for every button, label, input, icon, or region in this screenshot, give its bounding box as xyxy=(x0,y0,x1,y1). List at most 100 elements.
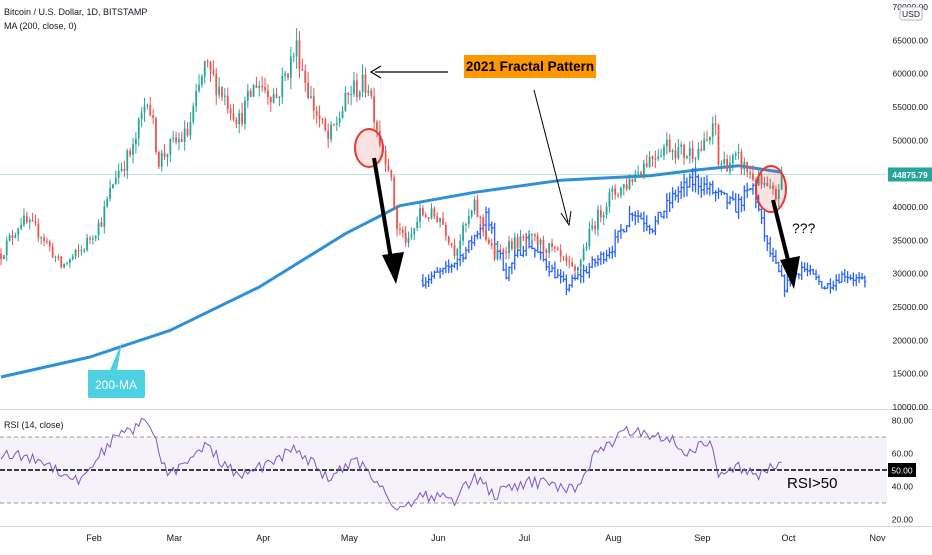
candle-body xyxy=(757,174,760,186)
candle-body xyxy=(479,216,482,218)
candle-body xyxy=(442,218,444,225)
candle-body xyxy=(671,150,674,153)
candle-body xyxy=(307,82,309,99)
candle-body xyxy=(482,217,485,230)
candle-body xyxy=(103,206,106,227)
candle-body xyxy=(496,249,499,260)
time-tick-label: Feb xyxy=(86,533,102,543)
candle-body xyxy=(287,73,289,78)
candle-body xyxy=(80,250,83,252)
candle-body xyxy=(720,163,723,165)
candle-body xyxy=(267,90,269,97)
candle-body xyxy=(114,177,117,185)
candle-body xyxy=(8,235,11,241)
candle-body xyxy=(772,185,774,189)
symbol-title: Bitcoin / U.S. Dollar, 1D, BITSTAMP xyxy=(4,7,148,17)
candle-body xyxy=(456,249,459,256)
candle-body xyxy=(143,105,146,113)
candle-body xyxy=(166,154,169,157)
candle-body xyxy=(476,199,479,217)
candle-body xyxy=(591,225,594,229)
candle-body xyxy=(223,95,226,97)
candle-body xyxy=(97,222,100,236)
time-tick-label: Oct xyxy=(782,533,797,543)
candle-body xyxy=(734,153,737,156)
candle-body xyxy=(146,105,149,107)
fractal-label: 2021 Fractal Pattern xyxy=(466,59,594,74)
candle-body xyxy=(740,152,743,170)
candle-body xyxy=(565,256,568,262)
candle-body xyxy=(367,90,370,93)
candle-body xyxy=(714,123,717,126)
candle-body xyxy=(338,118,341,123)
candle-body xyxy=(568,261,571,263)
candle-body xyxy=(459,240,462,250)
candle-body xyxy=(327,130,330,140)
candle-body xyxy=(700,148,703,151)
candle-body xyxy=(513,237,516,249)
candle-body xyxy=(183,128,186,142)
candle-body xyxy=(28,219,31,223)
fractal-circle-sep xyxy=(755,165,787,213)
candle-body xyxy=(413,228,416,235)
candle-body xyxy=(419,208,421,222)
candle-body xyxy=(416,221,419,229)
candle-body xyxy=(711,123,714,137)
candle-body xyxy=(23,215,25,225)
candle-body xyxy=(749,172,751,174)
candle-body xyxy=(602,214,605,218)
price-tick-label: 15000.00 xyxy=(893,369,929,379)
drop-arrow-shaft xyxy=(372,157,394,266)
candle-body xyxy=(485,229,487,240)
candle-body xyxy=(86,237,88,250)
candle-body xyxy=(763,182,766,185)
price-tick-label: 35000.00 xyxy=(893,235,929,245)
candle-body xyxy=(244,100,246,125)
candle-body xyxy=(333,124,335,126)
candle-body xyxy=(396,207,398,230)
candle-body xyxy=(91,238,94,240)
candle-body xyxy=(172,137,175,139)
rsi-line xyxy=(0,417,782,511)
candle-body xyxy=(597,209,599,230)
candle-body xyxy=(261,85,264,88)
candle-body xyxy=(594,225,596,230)
rsi-tag: 50.00 xyxy=(891,466,913,476)
candle-body xyxy=(467,216,470,224)
candle-body xyxy=(688,148,691,156)
candle-body xyxy=(25,215,28,223)
candle-body xyxy=(660,155,662,157)
ma200-line xyxy=(0,164,782,379)
candle-body xyxy=(249,90,252,97)
ma-indicator-title: MA (200, close, 0) xyxy=(4,21,77,31)
candle-body xyxy=(324,119,327,131)
candle-body xyxy=(665,139,668,147)
candle-body xyxy=(321,119,324,121)
candle-body xyxy=(399,229,401,231)
candle-body xyxy=(17,228,20,235)
candle-body xyxy=(407,237,410,243)
candle-body xyxy=(436,216,439,222)
candle-body xyxy=(304,70,307,83)
candle-body xyxy=(556,248,559,250)
rsi-tick-label: 40.00 xyxy=(892,482,914,492)
candle-body xyxy=(48,241,51,247)
candle-body xyxy=(708,136,711,141)
rsi-tick-label: 60.00 xyxy=(892,449,914,459)
candle-body xyxy=(631,178,634,182)
last-price-tag-bg xyxy=(888,167,932,182)
candle-body xyxy=(51,246,54,258)
candle-body xyxy=(212,70,215,74)
candle-body xyxy=(117,170,120,178)
candle-body xyxy=(370,90,373,97)
candle-body xyxy=(554,247,556,249)
candle-body xyxy=(60,256,63,268)
candle-body xyxy=(46,241,48,243)
candle-body xyxy=(617,194,619,196)
candle-body xyxy=(284,73,287,77)
candle-body xyxy=(100,222,103,227)
candle-body xyxy=(401,229,404,233)
candle-body xyxy=(301,69,304,71)
